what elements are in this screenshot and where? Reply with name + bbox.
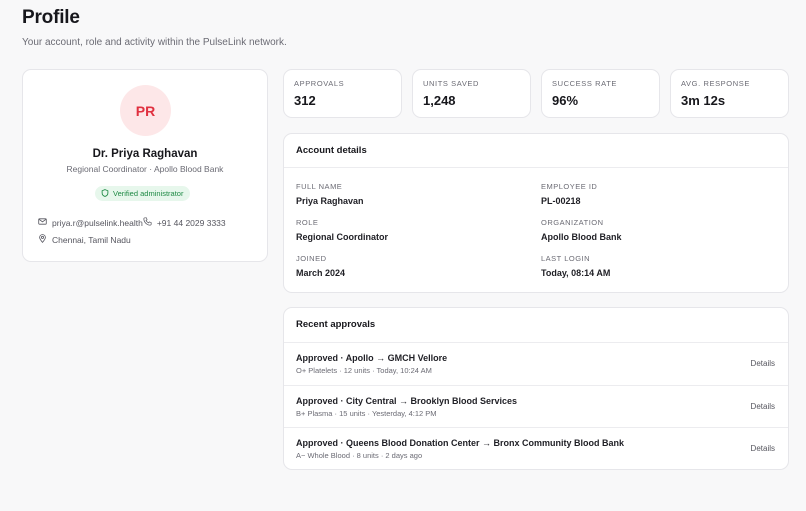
approval-title: Approved · Queens Blood Donation Center … [296,438,625,448]
approval-title: Approved · City Central → Brooklyn Blood… [296,396,518,406]
verified-badge: Verified administrator [95,186,191,201]
field-employee-id: Employee ID PL-00218 [541,182,597,206]
stat-card-avg-response: Avg. response 3m 12s [670,69,789,118]
stat-label: Units saved [423,79,480,88]
section-title: Account details [296,145,367,156]
approval-meta: B+ Plasma · 15 units · Yesterday, 4:12 P… [296,409,437,418]
details-link[interactable]: Details [750,444,775,453]
section-title: Recent approvals [296,319,376,330]
contact-row: priya.r@pulselink.health +91 44 2029 333… [38,217,226,228]
field-label: Employee ID [541,182,598,191]
field-value: Today, 08:14 AM [541,268,611,278]
stat-card-units-saved: Units saved 1,248 [412,69,531,118]
email-link[interactable]: priya.r@pulselink.health [52,217,143,228]
stat-label: Approvals [294,79,345,88]
stat-label: Success rate [552,79,617,88]
details-link[interactable]: Details [750,359,775,368]
map-pin-icon [38,234,52,245]
field-label: Joined [296,254,327,263]
profile-name: Dr. Priya Raghavan [92,148,198,160]
list-item: Approved · Queens Blood Donation Center … [284,427,788,470]
stat-value: 1,248 [423,93,456,108]
divider [284,167,788,168]
stat-value: 312 [294,93,316,108]
contact-row-location: Chennai, Tamil Nadu [38,234,131,245]
field-joined: Joined March 2024 [296,254,345,278]
phone-icon [143,217,157,228]
field-value: PL-00218 [541,196,581,206]
field-label: Organization [541,218,604,227]
field-full-name: Full name Priya Raghavan [296,182,364,206]
field-label: Role [296,218,319,227]
approval-meta: A− Whole Blood · 8 units · 2 days ago [296,451,423,460]
stat-value: 96% [552,93,579,108]
page-subtitle: Your account, role and activity within t… [22,37,287,48]
field-label: Full name [296,182,343,191]
stat-card-success-rate: Success rate 96% [541,69,660,118]
field-value: Regional Coordinator [296,232,388,242]
page-title: Profile [22,7,80,28]
field-organization: Organization Apollo Blood Bank [541,218,622,242]
field-last-login: Last login Today, 08:14 AM [541,254,610,278]
mail-icon [38,217,52,228]
phone-link[interactable]: +91 44 2029 3333 [156,217,226,228]
field-value: Apollo Blood Bank [541,232,622,242]
shield-icon [101,188,109,199]
account-details-card: Account details Full name Priya Raghavan… [283,133,789,293]
verified-badge-label: Verified administrator [113,189,184,198]
stat-value: 3m 12s [681,93,726,108]
avatar: PR [120,85,171,136]
field-value: Priya Raghavan [296,196,364,206]
profile-role: Regional Coordinator · Apollo Blood Bank [66,164,224,174]
recent-approvals-card: Recent approvals Approved · Apollo → GMC… [283,307,789,470]
stat-card-approvals: Approvals 312 [283,69,402,118]
field-value: March 2024 [296,268,346,278]
field-label: Last login [541,254,591,263]
stat-label: Avg. response [681,79,750,88]
list-item: Approved · Apollo → GMCH Vellore O+ Plat… [284,342,788,385]
approval-meta: O+ Platelets · 12 units · Today, 10:24 A… [296,366,432,375]
field-role: Role Regional Coordinator [296,218,388,242]
list-item: Approved · City Central → Brooklyn Blood… [284,385,788,428]
profile-card: PR Dr. Priya Raghavan Regional Coordinat… [22,69,268,262]
details-link[interactable]: Details [750,402,775,411]
location-text: Chennai, Tamil Nadu [52,234,131,245]
approval-title: Approved · Apollo → GMCH Vellore [296,353,448,363]
